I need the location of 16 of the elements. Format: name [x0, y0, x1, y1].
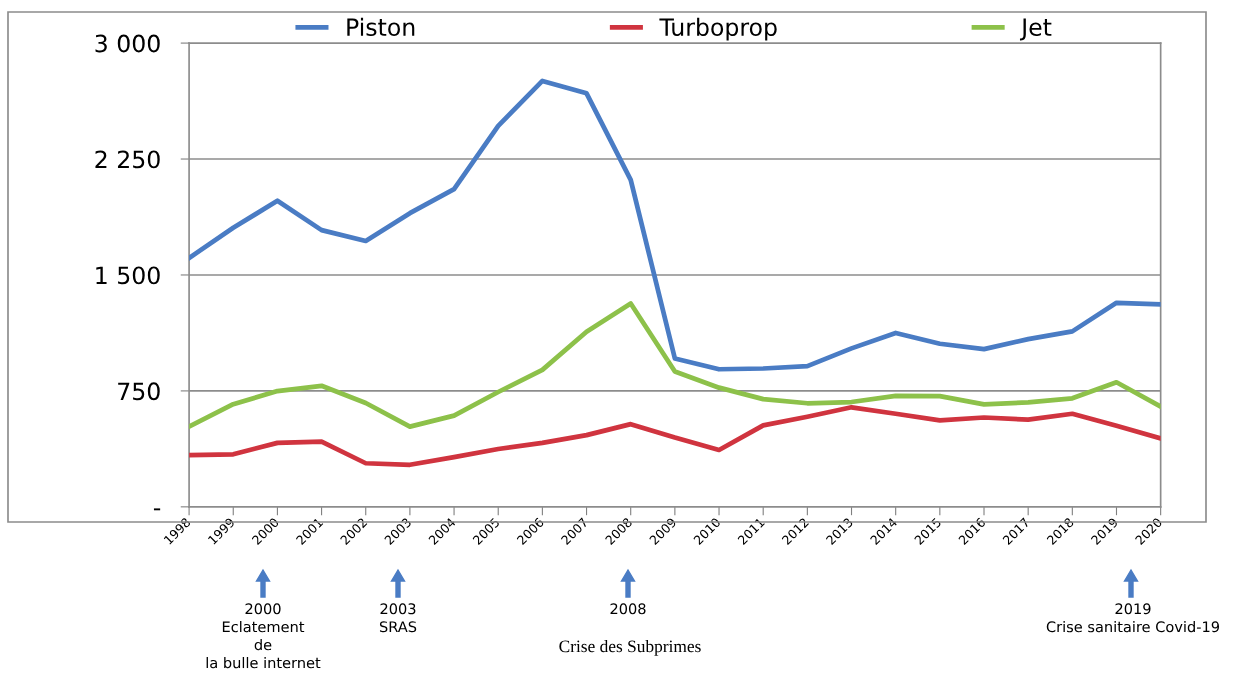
line-series — [189, 78, 1161, 372]
y-tick-label: 1 500 — [96, 266, 160, 285]
y-tick-label: 750 — [118, 382, 160, 401]
y-tick-label: 3 000 — [95, 34, 160, 53]
text: 2008 — [610, 603, 646, 615]
legend-label: Jet — [1019, 18, 1052, 41]
text: 2000 Eclatement de la bulle internet — [206, 603, 321, 669]
line-series — [189, 404, 1161, 468]
text: Crise des Subprimes — [559, 640, 701, 656]
text: 2003 SRAS — [379, 603, 417, 633]
y-tick-label: 2 250 — [95, 150, 160, 169]
legend-label: Piston — [347, 17, 415, 37]
line-series — [189, 301, 1161, 429]
text: 2019 Crise sanitaire Covid-19 — [1046, 603, 1220, 633]
y-tick-label: - — [153, 508, 161, 511]
legend-label: Turboprop — [659, 17, 777, 41]
